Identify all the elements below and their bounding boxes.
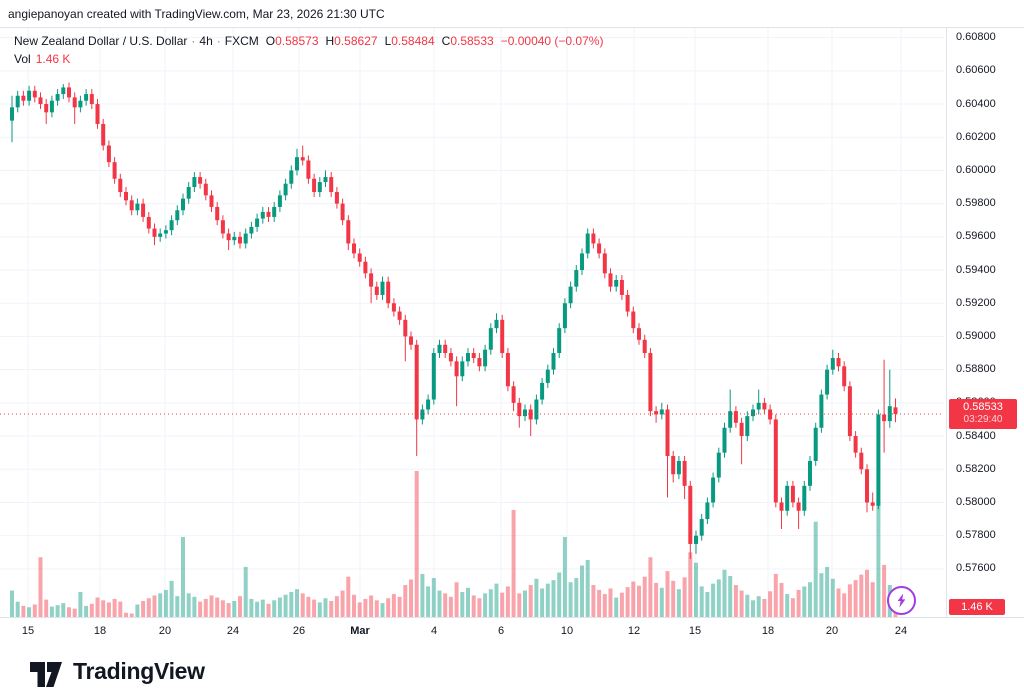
- price-axis-label: 0.58400: [956, 429, 996, 442]
- price-axis-label: 0.58800: [956, 363, 996, 376]
- lightning-icon: [897, 593, 906, 608]
- time-axis-label: 24: [894, 625, 908, 637]
- current-price-value: 0.58533: [963, 400, 1003, 413]
- legend-separator: ·: [216, 34, 221, 48]
- price-axis-label: 0.57600: [956, 562, 996, 575]
- price-axis-label: 0.59800: [956, 197, 996, 210]
- time-axis-label: 24: [226, 625, 240, 637]
- price-axis-label: 0.59600: [956, 230, 996, 243]
- low-label: L: [384, 34, 392, 48]
- time-axis-label: 15: [688, 625, 702, 637]
- legend-separator: ·: [191, 34, 196, 48]
- legend-row-volume: Vol 1.46 K: [14, 51, 603, 68]
- high-label: H: [325, 34, 335, 48]
- symbol-title[interactable]: New Zealand Dollar / U.S. Dollar: [14, 34, 188, 48]
- time-axis-label: 18: [761, 625, 775, 637]
- footer: TradingView: [0, 645, 1024, 698]
- time-axis-label: Mar: [350, 625, 370, 637]
- time-axis-label: 12: [627, 625, 641, 637]
- attribution-text: angiepanoyan created with TradingView.co…: [8, 6, 385, 21]
- candlestick-chart[interactable]: [0, 28, 944, 617]
- price-axis-label: 0.58200: [956, 462, 996, 475]
- price-axis-label: 0.60000: [956, 163, 996, 176]
- attribution-bar: angiepanoyan created with TradingView.co…: [0, 0, 1024, 28]
- price-axis-label: 0.59400: [956, 263, 996, 276]
- current-price-badge: 0.58533 03:29:40: [949, 398, 1017, 429]
- time-axis-label: 6: [497, 625, 505, 637]
- price-axis[interactable]: 0.60800 0.60600 0.60400 0.60200 0.60000 0.598…: [946, 28, 1024, 617]
- time-axis-label: 20: [158, 625, 172, 637]
- open-label: O: [265, 34, 276, 48]
- price-axis-label: 0.60600: [956, 64, 996, 77]
- interval-label[interactable]: 4h: [199, 34, 213, 48]
- chart-legend: New Zealand Dollar / U.S. Dollar · 4h · FXCM…: [14, 33, 603, 68]
- tradingview-logo-text[interactable]: TradingView: [73, 658, 205, 684]
- price-axis-label: 0.57800: [956, 529, 996, 542]
- tradingview-logo-mark[interactable]: [28, 657, 64, 687]
- legend-row-main: New Zealand Dollar / U.S. Dollar · 4h · FXCM…: [14, 33, 603, 50]
- time-axis-label: 15: [21, 625, 35, 637]
- time-axis-label: 4: [430, 625, 438, 637]
- price-axis-label: 0.58000: [956, 495, 996, 508]
- change-value: −0.00040 (−0.07%): [500, 34, 604, 48]
- volume-label: Vol: [14, 52, 31, 66]
- time-axis-label: 20: [825, 625, 839, 637]
- price-axis-label: 0.60200: [956, 130, 996, 143]
- time-axis-label: 26: [292, 625, 306, 637]
- volume-badge: 1.46 K: [949, 598, 1005, 615]
- low-value: 0.58484: [391, 34, 435, 48]
- bar-countdown: 03:29:40: [963, 413, 1003, 425]
- time-axis-label: 10: [560, 625, 574, 637]
- price-axis-label: 0.59200: [956, 296, 996, 309]
- exchange-label: FXCM: [224, 34, 259, 48]
- boost-button[interactable]: [887, 586, 916, 615]
- price-axis-label: 0.59000: [956, 329, 996, 342]
- close-value: 0.58533: [450, 34, 494, 48]
- close-label: C: [441, 34, 451, 48]
- time-axis[interactable]: 15 18 20 24 26 Mar 4 6 10 12 15 18 20 24: [0, 617, 1024, 645]
- price-axis-label: 0.60800: [956, 31, 996, 44]
- high-value: 0.58627: [334, 34, 378, 48]
- open-value: 0.58573: [275, 34, 319, 48]
- time-axis-label: 18: [93, 625, 107, 637]
- price-axis-label: 0.60400: [956, 97, 996, 110]
- volume-value: 1.46 K: [35, 52, 71, 66]
